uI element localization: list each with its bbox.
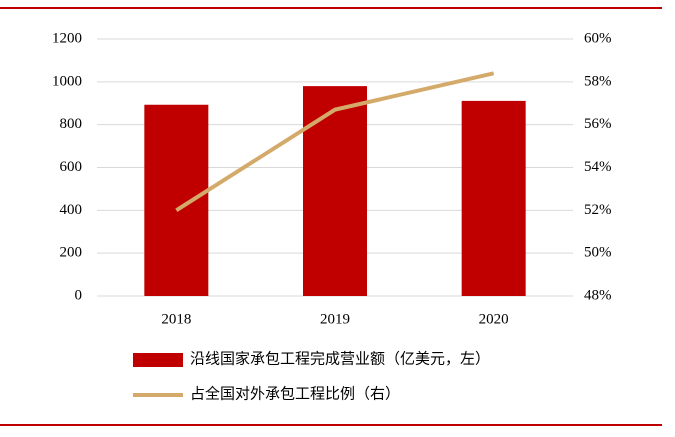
- x-tick-label: 2019: [320, 311, 350, 327]
- y-tick-label: 200: [60, 245, 83, 261]
- bar: [461, 100, 526, 296]
- bar: [303, 86, 367, 296]
- y-tick-label: 600: [60, 159, 83, 175]
- line: [175, 71, 495, 213]
- legend-label: 占全国对外承包工程比例（右）: [190, 384, 400, 402]
- y2-tick-label: 58%: [584, 73, 612, 89]
- bar: [144, 104, 209, 296]
- y2-tick-label: 54%: [584, 159, 612, 175]
- y2-tick-label: 50%: [584, 245, 612, 261]
- y-tick-label: 1000: [52, 73, 82, 89]
- y-tick-label: 800: [60, 116, 83, 132]
- y-tick-label: 1200: [52, 30, 82, 46]
- y2-tick-label: 48%: [584, 287, 612, 303]
- x-tick-label: 2018: [161, 311, 191, 327]
- y-tick-label: 400: [60, 202, 83, 218]
- x-tick-label: 2020: [479, 311, 509, 327]
- y2-tick-label: 60%: [584, 30, 612, 46]
- y2-tick-label: 52%: [584, 202, 612, 218]
- y2-tick-label: 56%: [584, 116, 612, 132]
- legend-swatch: [133, 353, 183, 367]
- y-tick-label: 0: [75, 287, 83, 303]
- legend-label: 沿线国家承包工程完成营业额（亿美元，左）: [190, 350, 490, 367]
